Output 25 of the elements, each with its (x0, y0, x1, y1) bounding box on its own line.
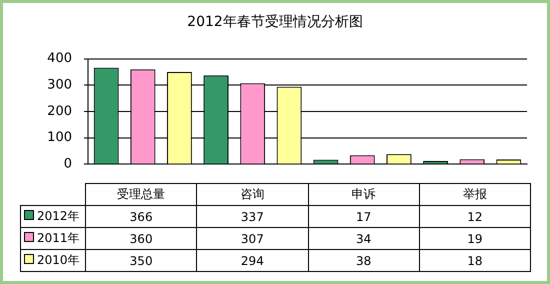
chart-title: 2012年春节受理情况分析图 (186, 13, 364, 31)
x-tick-label: 咨询 (196, 184, 308, 206)
data-label: 337 (196, 206, 308, 228)
data-label: 34 (308, 228, 420, 250)
data-label: 350 (86, 250, 197, 272)
legend-label: 2010年 (37, 253, 80, 267)
y-tick-label: 400 (47, 51, 72, 66)
y-tick-label: 100 (47, 130, 72, 146)
data-label: 12 (419, 206, 530, 228)
data-label: 307 (196, 228, 308, 250)
x-tick-label: 举报 (419, 184, 530, 206)
data-label: 366 (86, 206, 197, 228)
y-tick-label: 0 (64, 156, 72, 172)
legend-label: 2011年 (37, 231, 80, 245)
data-label: 360 (86, 228, 197, 250)
data-label: 19 (419, 228, 530, 250)
x-tick-label: 受理总量 (86, 184, 197, 206)
data-label: 18 (419, 250, 530, 272)
y-tick-label: 200 (47, 104, 72, 119)
data-label: 17 (308, 206, 420, 228)
data-label: 294 (196, 250, 308, 272)
x-tick-label: 申诉 (308, 184, 420, 206)
data-label: 38 (308, 250, 420, 272)
y-tick-label: 300 (47, 78, 72, 93)
legend-label: 2012年 (37, 209, 80, 223)
